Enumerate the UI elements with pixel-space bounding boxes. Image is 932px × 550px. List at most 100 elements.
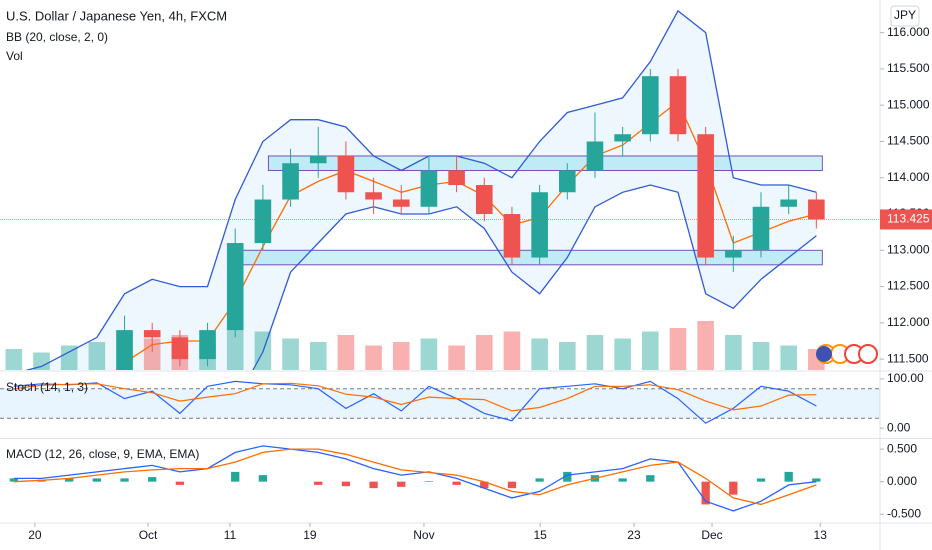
candle-body <box>254 199 272 244</box>
y-tick-label: 115.500 <box>887 61 930 75</box>
chart-title: U.S. Dollar / Japanese Yen, 4h, FXCM <box>6 8 227 23</box>
stoch-band <box>0 388 880 419</box>
volume-bar <box>60 345 78 370</box>
volume-bar <box>725 335 742 370</box>
macd-hist <box>258 475 268 482</box>
volume-bar <box>337 335 355 370</box>
candle-body <box>558 170 576 193</box>
volume-bar <box>143 338 161 370</box>
candle-body <box>614 134 631 142</box>
volume-bar <box>531 338 548 370</box>
vol-legend: Vol <box>6 49 23 63</box>
macd-hist <box>563 471 572 482</box>
candle-body <box>808 199 825 220</box>
volume-bar <box>586 335 604 370</box>
macd-hist <box>9 478 18 482</box>
x-tick-label: 13 <box>814 528 828 542</box>
candle-body <box>337 155 355 193</box>
currency: JPY <box>894 8 916 22</box>
candle-body <box>143 330 161 338</box>
macd-hist <box>341 481 351 487</box>
stoch-panel <box>0 380 880 424</box>
currency-box[interactable] <box>890 5 920 27</box>
volume-bar <box>88 342 106 370</box>
macd-hist <box>369 481 378 489</box>
volume-bar <box>226 328 244 370</box>
candle-body <box>503 214 521 258</box>
candle-body <box>586 141 604 171</box>
macd-hist <box>812 478 821 482</box>
bb-lower <box>252 184 817 370</box>
candle-body <box>226 243 244 331</box>
volume-bar <box>420 338 438 370</box>
y-tick-label: 114.500 <box>887 134 930 148</box>
last-price-label: 113.425 <box>887 212 930 226</box>
candle-body <box>171 337 189 360</box>
macd-hist <box>756 478 766 482</box>
y-tick-label: 0.00 <box>887 420 911 434</box>
x-tick-label: 19 <box>303 528 317 542</box>
macd-hist <box>646 475 655 482</box>
volume-bar <box>33 352 50 370</box>
candle-body <box>392 199 410 207</box>
y-tick-label: 115.000 <box>887 97 930 111</box>
y-tick-label: 112.500 <box>887 279 930 293</box>
candle-body <box>669 76 687 135</box>
macd-hist <box>314 481 323 485</box>
macd-hist <box>148 477 157 482</box>
candle-body <box>531 192 548 258</box>
candle-body <box>780 199 797 207</box>
event-icons[interactable] <box>816 344 878 364</box>
macd-hist <box>231 471 240 482</box>
volume-bar <box>669 328 687 370</box>
macd-hist <box>784 471 793 482</box>
volume-bar <box>282 338 299 370</box>
last-price-box <box>880 209 932 230</box>
y-tick-label: 112.000 <box>887 315 930 329</box>
volume-bar <box>558 342 576 370</box>
macd-hist <box>701 481 710 505</box>
y-tick-label: 111.500 <box>887 351 929 365</box>
x-tick-label: 15 <box>533 528 547 542</box>
macd-hist <box>175 481 185 485</box>
candle-body <box>116 330 133 370</box>
volume-bar <box>614 338 631 370</box>
volume-bar <box>392 342 410 370</box>
macd-hist <box>480 481 489 489</box>
macd-hist <box>729 481 738 495</box>
volume-bar <box>697 321 714 370</box>
macd-panel <box>9 445 821 512</box>
candle-body <box>725 250 742 258</box>
macd-hist <box>452 481 461 485</box>
x-tick-label: 23 <box>627 528 641 542</box>
y-tick-label: 0.000 <box>887 474 917 488</box>
bb-legend: BB (20, close, 2, 0) <box>6 30 108 44</box>
macd-hist <box>65 478 74 482</box>
volume-bar <box>752 342 770 370</box>
macd-hist <box>424 481 434 482</box>
y-tick-label: 114.000 <box>887 170 930 184</box>
candle-body <box>282 163 299 200</box>
volume-bar <box>503 331 521 370</box>
macd-line <box>13 445 817 512</box>
y-tick-label: 113.000 <box>887 242 930 256</box>
macd-hist <box>92 478 102 482</box>
volume-bar <box>642 331 659 370</box>
macd-hist <box>618 478 627 482</box>
macd-legend: MACD (12, 26, close, 9, EMA, EMA) <box>6 447 199 461</box>
axes: 20 Oct 11 19 Nov 15 23 Dec 13 111.500 112.000 112.5… <box>28 25 932 542</box>
macd-hist <box>535 478 544 482</box>
macd-hist <box>397 481 406 487</box>
bb-upper <box>25 9 817 370</box>
volume-bar <box>780 345 797 370</box>
stoch-line <box>13 382 817 412</box>
stoch-legend: Stoch (14, 1, 3) <box>6 380 88 394</box>
volume-bar <box>365 345 382 370</box>
y-tick-label: 100.00 <box>887 371 924 385</box>
x-tick-label: 11 <box>224 528 237 542</box>
candle-body <box>420 170 438 207</box>
volume-bar <box>5 349 23 370</box>
